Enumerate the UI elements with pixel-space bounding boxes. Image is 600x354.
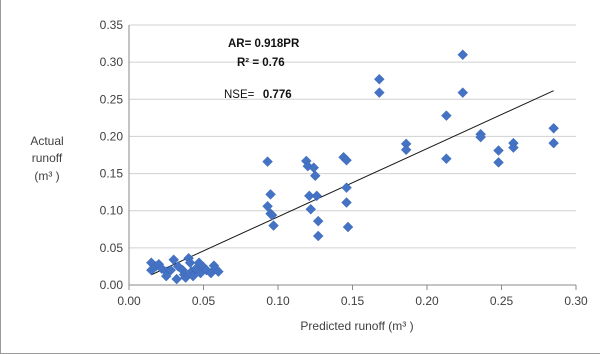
x-tick-label: 0.25 (490, 294, 514, 308)
data-point (342, 221, 354, 233)
x-tick-label: 0.20 (415, 294, 439, 308)
data-point (168, 254, 179, 266)
data-point (304, 190, 315, 202)
y-tick-label: 0.35 (100, 18, 124, 32)
data-point (266, 209, 278, 221)
data-point (165, 264, 177, 276)
data-point (508, 142, 519, 153)
regression-annotations: AR= 0.918PR R² = 0.76 NSE= 0.776 (224, 38, 300, 102)
x-tick-label: 0.00 (117, 294, 141, 308)
trendline (151, 90, 554, 276)
x-tick-label: 0.30 (564, 294, 588, 308)
data-point (374, 87, 385, 98)
trendline-layer (151, 90, 554, 276)
data-point (171, 273, 182, 285)
y-axis-title-line-2: runoff (32, 151, 63, 165)
data-point (187, 270, 199, 282)
y-tick-label: 0.25 (100, 92, 124, 106)
data-point (441, 153, 452, 164)
nse-annotation: NSE= 0.776 (224, 85, 292, 102)
data-point (374, 73, 385, 85)
y-tick-label: 0.30 (100, 55, 124, 69)
y-axis-title-line-3: (m³ ) (34, 169, 59, 183)
axes: 0.00 0.05 0.10 0.15 0.20 0.25 0.30 0.35 0.00 0.05… (100, 18, 588, 308)
data-point (309, 170, 321, 182)
data-point (400, 144, 412, 156)
data-point (548, 137, 559, 149)
data-point (184, 257, 196, 268)
x-axis-title: Predicted runoff (m³ ) (300, 319, 413, 333)
nse-label: NSE= (224, 89, 255, 101)
r-squared-value: R² = 0.76 (237, 57, 285, 69)
data-point (441, 110, 452, 121)
data-point (312, 215, 324, 227)
data-point (213, 266, 224, 277)
data-point (341, 182, 352, 193)
data-point (262, 156, 273, 167)
y-axis-title-line-1: Actual (30, 134, 63, 148)
data-point (493, 157, 504, 168)
gridlines (129, 24, 576, 249)
data-point (265, 189, 276, 200)
nse-value: 0.776 (263, 89, 292, 101)
data-point (305, 203, 317, 215)
data-point (160, 270, 172, 282)
y-axis-title: Actual runoff (m³ ) (30, 134, 63, 183)
y-tick-label: 0.20 (100, 129, 124, 143)
y-tick-label: 0.05 (100, 241, 124, 255)
data-point (311, 190, 323, 202)
data-point (268, 220, 279, 231)
data-point (457, 87, 469, 98)
data-point (475, 131, 486, 143)
regression-equation: AR= 0.918PR (228, 38, 300, 50)
data-points (146, 49, 559, 285)
y-tick-label: 0.15 (100, 167, 124, 181)
x-tick-label: 0.10 (266, 294, 290, 308)
y-tick-label: 0.10 (100, 204, 124, 218)
data-point (262, 200, 273, 212)
x-tick-label: 0.15 (341, 294, 365, 308)
data-point (312, 230, 324, 242)
data-point (548, 122, 559, 134)
x-tick-label: 0.05 (192, 294, 216, 308)
data-point (341, 197, 352, 208)
data-point (341, 154, 352, 166)
data-point (493, 145, 504, 156)
y-tick-label: 0.00 (100, 278, 124, 292)
data-point (457, 49, 469, 60)
